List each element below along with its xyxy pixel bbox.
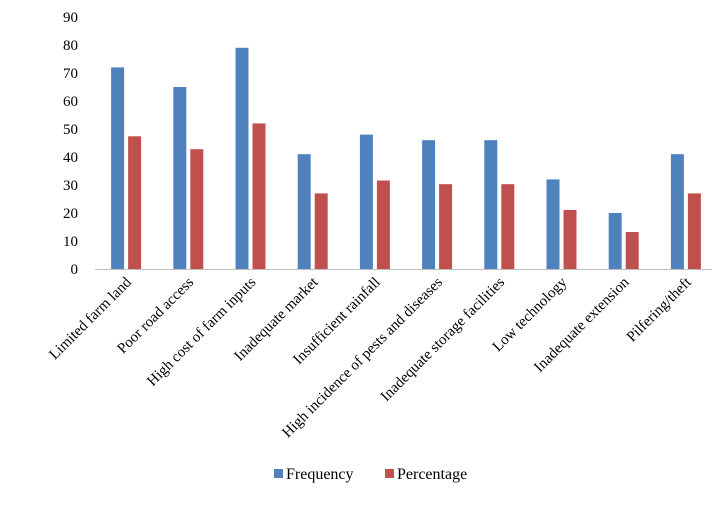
bar-frequency — [484, 140, 498, 269]
bar-percentage — [252, 123, 266, 270]
bar-percentage — [128, 136, 142, 269]
bar-percentage — [687, 193, 701, 269]
legend-label-percentage: Percentage — [397, 466, 467, 483]
bar-frequency — [173, 87, 187, 269]
bars — [111, 47, 701, 270]
legend-swatch-frequency — [274, 469, 283, 478]
bar-percentage — [439, 184, 453, 269]
bar-frequency — [297, 154, 311, 269]
legend: Frequency Percentage — [274, 466, 467, 483]
bar-percentage — [625, 232, 639, 269]
y-tick-label: 80 — [63, 38, 78, 54]
y-tick-label: 90 — [63, 10, 78, 26]
x-category-label: Inadequate storage facilities — [378, 274, 508, 404]
bar-frequency — [235, 47, 249, 269]
x-category-label: High cost of farm inputs — [144, 274, 259, 389]
y-tick-label: 30 — [63, 178, 78, 194]
bar-frequency — [111, 67, 125, 270]
y-tick-label: 20 — [63, 206, 78, 222]
bar-percentage — [190, 149, 204, 269]
y-tick-label: 50 — [63, 122, 78, 138]
bar-frequency — [546, 179, 560, 269]
bar-frequency — [359, 134, 373, 269]
legend-label-frequency: Frequency — [286, 466, 354, 483]
y-tick-label: 60 — [63, 94, 78, 110]
bar-frequency — [608, 213, 622, 269]
y-axis: 0 10 20 30 40 50 60 70 80 90 — [63, 10, 78, 278]
y-tick-label: 40 — [63, 150, 78, 166]
x-category-label: Pilfering/theft — [624, 274, 695, 345]
bar-percentage — [563, 209, 577, 269]
bar-frequency — [422, 140, 436, 269]
y-tick-label: 70 — [63, 66, 78, 82]
bar-frequency — [670, 154, 684, 269]
y-tick-label: 10 — [63, 234, 78, 250]
bar-percentage — [376, 180, 390, 269]
y-tick-label: 0 — [71, 262, 79, 278]
legend-swatch-percentage — [385, 469, 394, 478]
bar-percentage — [314, 193, 328, 269]
bar-percentage — [501, 184, 515, 269]
